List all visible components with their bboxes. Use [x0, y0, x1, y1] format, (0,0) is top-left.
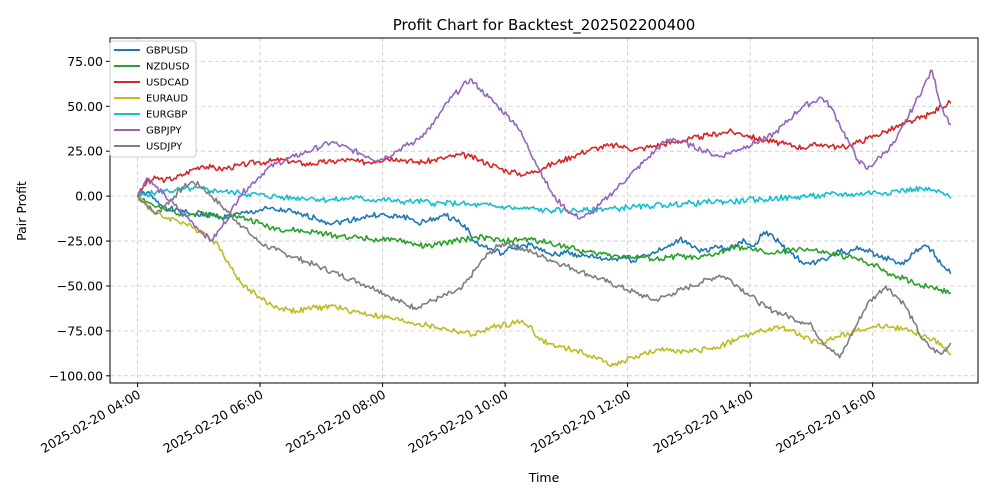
legend-label-usdcad: USDCAD: [146, 78, 189, 89]
y-tick-label: 75.00: [67, 54, 103, 69]
legend-label-eurgbp: EURGBP: [146, 110, 187, 121]
series-line-usdcad: [136, 99, 952, 197]
legend-label-gbpjpy: GBPJPY: [146, 126, 182, 137]
series-line-usdjpy: [136, 180, 952, 359]
y-tick-label: 25.00: [67, 144, 103, 159]
y-tick-label: 0.00: [75, 189, 103, 204]
legend-label-usdjpy: USDJPY: [146, 142, 183, 153]
chart-title: Profit Chart for Backtest_202502200400: [393, 16, 696, 35]
series-line-euraud: [136, 195, 952, 368]
y-tick-label: −100.00: [49, 368, 103, 383]
series-line-gbpjpy: [136, 69, 952, 242]
x-tick-label: 2025-02-20 16:00: [773, 387, 878, 456]
legend-box: [109, 40, 197, 158]
series-line-gbpusd: [136, 190, 952, 275]
x-tick-label: 2025-02-20 10:00: [406, 387, 511, 456]
y-tick-label: 50.00: [67, 99, 103, 114]
y-tick-label: −25.00: [57, 234, 103, 249]
y-tick-label: −75.00: [57, 323, 103, 338]
y-axis-ticks: 75.00 50.00 25.00 0.00 −25.00 −50.00 −75.00 −10…: [49, 54, 110, 383]
legend: GBPUSD NZDUSD USDCAD EURAUD EURGBP GBPJPY USDJ…: [109, 40, 197, 158]
y-axis-label: Pair Profit: [14, 181, 29, 241]
legend-label-nzdusd: NZDUSD: [146, 62, 190, 73]
series-line-nzdusd: [136, 195, 952, 295]
x-axis-label: Time: [528, 470, 560, 485]
y-tick-label: −50.00: [57, 278, 103, 293]
x-axis-ticks: 2025-02-20 04:00 2025-02-20 06:00 2025-02-…: [38, 383, 878, 456]
legend-label-euraud: EURAUD: [146, 94, 188, 105]
legend-label-gbpusd: GBPUSD: [146, 46, 188, 57]
series-lines: [136, 69, 952, 368]
x-tick-label: 2025-02-20 14:00: [651, 387, 756, 456]
plot-frame: [109, 37, 979, 384]
series-line-eurgbp: [136, 185, 952, 214]
x-tick-label: 2025-02-20 12:00: [528, 387, 633, 456]
x-tick-label: 2025-02-20 04:00: [38, 387, 143, 456]
x-tick-label: 2025-02-20 06:00: [161, 387, 266, 456]
x-tick-label: 2025-02-20 08:00: [283, 387, 388, 456]
